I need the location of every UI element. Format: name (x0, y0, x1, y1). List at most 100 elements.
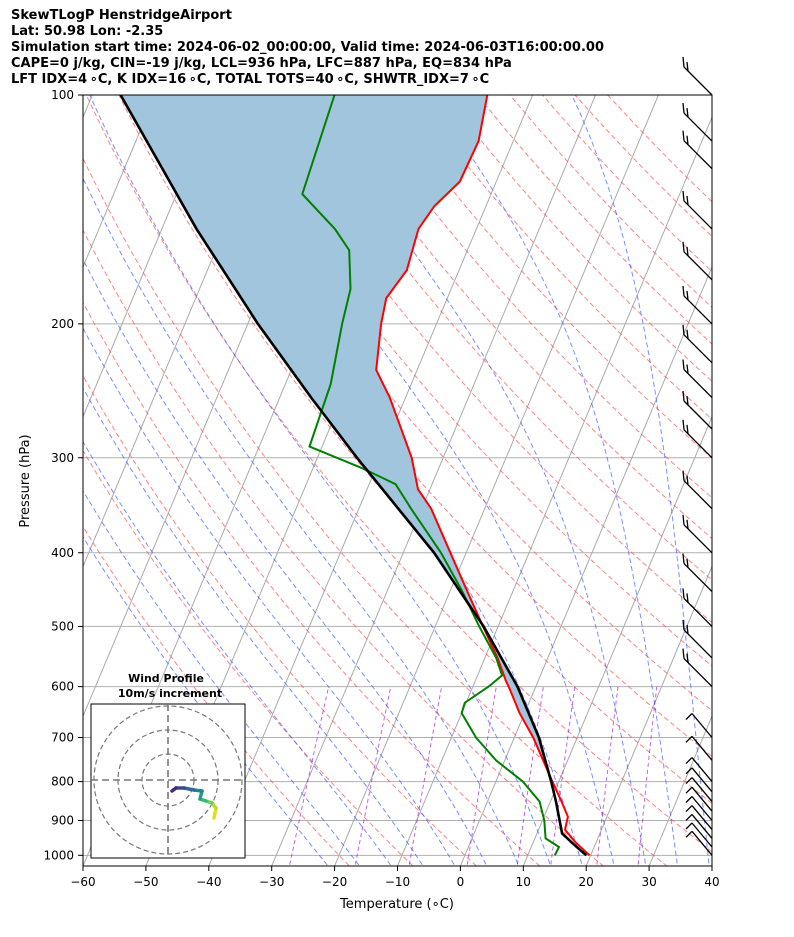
isotherm-line (83, 95, 93, 119)
wind-barb-flag (686, 624, 689, 634)
wind-barbs (682, 56, 713, 856)
wind-barb-flag (682, 648, 685, 659)
wind-barb-flag (682, 56, 685, 68)
moist-adiabat-line (83, 489, 361, 866)
hodograph-segment (170, 786, 178, 793)
wind-barb-staff (683, 524, 713, 554)
x-tick-label: 40 (704, 875, 719, 889)
wind-barb-staff (691, 813, 713, 839)
wind-barb-staff (683, 112, 713, 142)
wind-barb-flag (682, 241, 685, 252)
wind-profile-inset: Wind Profile 10m/s increment (90, 672, 246, 859)
wind-barb-staff (691, 786, 713, 812)
wind-barb-staff (683, 658, 713, 688)
parcel-trace (119, 95, 588, 857)
wind-barb-staff (691, 713, 713, 738)
y-tick-label: 300 (51, 451, 74, 465)
wind-barb-flag (682, 359, 685, 370)
dry-adiabat-line (379, 95, 712, 459)
dry-adiabat-line (118, 95, 712, 805)
dry-adiabat-line (476, 95, 712, 345)
wind-barb-flag (686, 653, 689, 663)
wind-barb (682, 470, 713, 510)
wind-barb (682, 56, 713, 96)
x-tick-label: 20 (579, 875, 594, 889)
wind-barb-staff (683, 66, 713, 96)
wind-barb (682, 588, 713, 627)
dry-adiabat-line (83, 525, 351, 866)
axes: −60 −50 −40 −30 −20 −10 0 10 20 30 40 1000 900 800 700… (43, 88, 719, 889)
wind-barb-flag (682, 553, 685, 564)
wind-barb-flag (686, 395, 689, 406)
y-tick-label: 400 (51, 546, 74, 560)
wind-barb-flag (686, 195, 689, 205)
y-tick-label: 500 (51, 619, 74, 633)
wind-barb-staff (691, 830, 713, 856)
moist-adiabat-line (306, 95, 647, 866)
wind-barb (682, 103, 713, 142)
dry-adiabat-line (83, 157, 668, 866)
isotherm-line (271, 95, 596, 866)
dry-adiabat-line (83, 301, 541, 866)
wind-barb-flag (685, 822, 693, 830)
wind-barb-flag (685, 830, 693, 838)
isotherm-line (208, 95, 534, 866)
wind-barb-flag (685, 735, 693, 743)
moist-adiabat-line (83, 258, 488, 866)
moist-adiabat-line (571, 95, 710, 866)
wind-barb-flag (685, 767, 693, 775)
header-simulation-times: Simulation start time: 2024-06-02_00:00:… (11, 40, 604, 55)
y-tick-label: 1000 (43, 848, 74, 862)
dry-adiabat-line (509, 95, 712, 309)
dry-adiabat-line (313, 95, 712, 540)
wind-barb (685, 777, 713, 803)
wind-barb-flag (682, 390, 685, 402)
header-location: Lat: 50.98 Lon: -2.35 (11, 24, 164, 39)
wind-barb-flag (686, 519, 689, 529)
x-tick-label: −60 (70, 875, 95, 889)
temperature-trace (375, 95, 591, 857)
x-tick-label: −20 (322, 875, 347, 889)
wind-barb-flag (685, 757, 693, 765)
wind-barb-flag (686, 558, 689, 568)
wind-barb (682, 553, 713, 593)
wind-barb (685, 735, 713, 761)
wind-barb (682, 241, 713, 281)
y-axis-label: Pressure (hPa) (18, 434, 33, 527)
wind-barb-flag (686, 135, 689, 145)
isotherm-line (522, 415, 712, 866)
wind-barb (685, 830, 713, 856)
isotherm-line (585, 565, 712, 866)
wind-barb-flag (682, 470, 685, 481)
moist-adiabat-line (214, 95, 615, 866)
dry-adiabat-line (83, 229, 605, 866)
moist-adiabat-line (429, 95, 679, 866)
x-tick-label: −10 (385, 875, 410, 889)
wind-barb (682, 359, 713, 399)
moist-adiabat-line (83, 327, 456, 866)
dry-adiabat-line (411, 95, 712, 421)
wind-barb-flag (682, 324, 685, 335)
moist-adiabat-line (83, 440, 392, 866)
wind-barb-flag (685, 777, 693, 785)
x-tick-label: 0 (457, 875, 465, 889)
isotherm-line (711, 864, 712, 866)
isotherm-line (83, 95, 219, 419)
wind-barb-flag (686, 475, 689, 485)
wind-barb (685, 822, 713, 848)
mixing-ratio-line (550, 686, 576, 866)
wind-barb-flag (682, 419, 685, 430)
wind-barb (685, 757, 713, 783)
wind-barb-flag (685, 805, 693, 813)
wind-barb-staff (691, 767, 713, 793)
wind-barb-flag (682, 130, 685, 141)
mixing-ratio-line (637, 686, 658, 866)
wind-barb-flag (686, 108, 689, 118)
dry-adiabat-line (248, 95, 712, 624)
wind-barb-staff (683, 429, 713, 459)
x-tick-label: 30 (641, 875, 656, 889)
wind-barb-flag (686, 61, 689, 72)
mixing-ratio-line (354, 686, 392, 866)
wind-barb-staff (691, 796, 713, 821)
wind-barb (682, 130, 713, 170)
